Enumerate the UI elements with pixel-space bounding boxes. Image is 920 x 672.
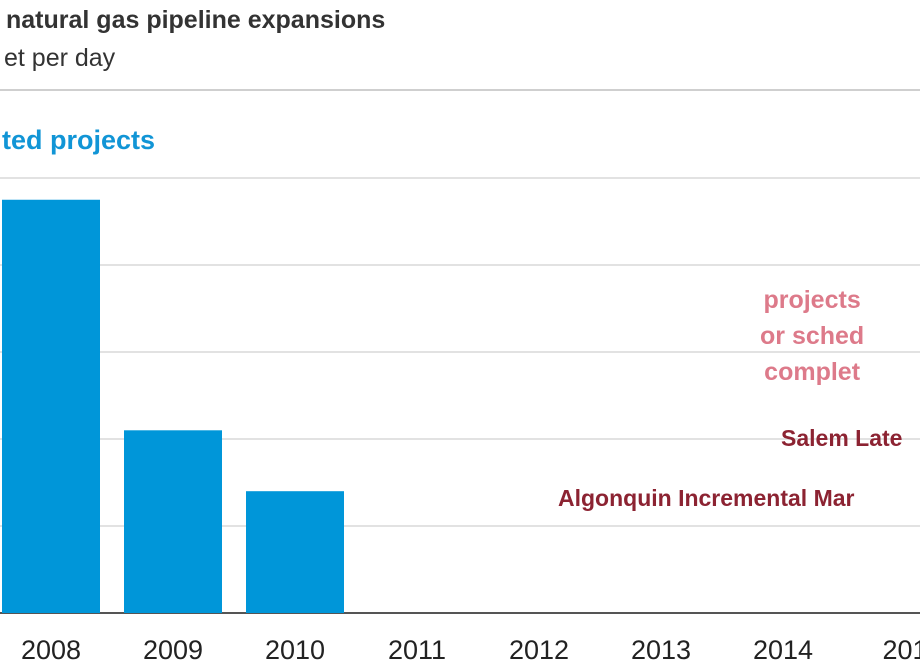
chart-title: natural gas pipeline expansions	[6, 6, 386, 34]
x-tick-label-2010: 2010	[265, 635, 325, 665]
bar-2008	[2, 199, 100, 613]
x-tick-label-201: 201	[882, 635, 920, 665]
planned-projects-label: projects or sched complet	[760, 282, 864, 390]
x-tick-label-2009: 2009	[143, 635, 203, 665]
project-label-salem: Salem Late	[781, 425, 903, 451]
planned-label-line-3: complet	[764, 358, 861, 386]
completed-projects-label: ted projects	[2, 125, 156, 155]
planned-label-line-1: projects	[763, 286, 861, 314]
chart-subtitle: et per day	[4, 44, 116, 72]
x-tick-label-2014: 2014	[753, 635, 813, 665]
x-tick-label-2013: 2013	[631, 635, 691, 665]
x-tick-label-2012: 2012	[509, 635, 569, 665]
bar-2010	[246, 491, 344, 613]
planned-label-line-2: or sched	[760, 322, 865, 350]
title-separator	[0, 89, 920, 91]
bar-2009	[124, 430, 222, 613]
project-label-algonquin: Algonquin Incremental Mar	[558, 485, 855, 511]
x-tick-label-2008: 2008	[21, 635, 81, 665]
x-tick-label-2011: 2011	[388, 635, 446, 665]
